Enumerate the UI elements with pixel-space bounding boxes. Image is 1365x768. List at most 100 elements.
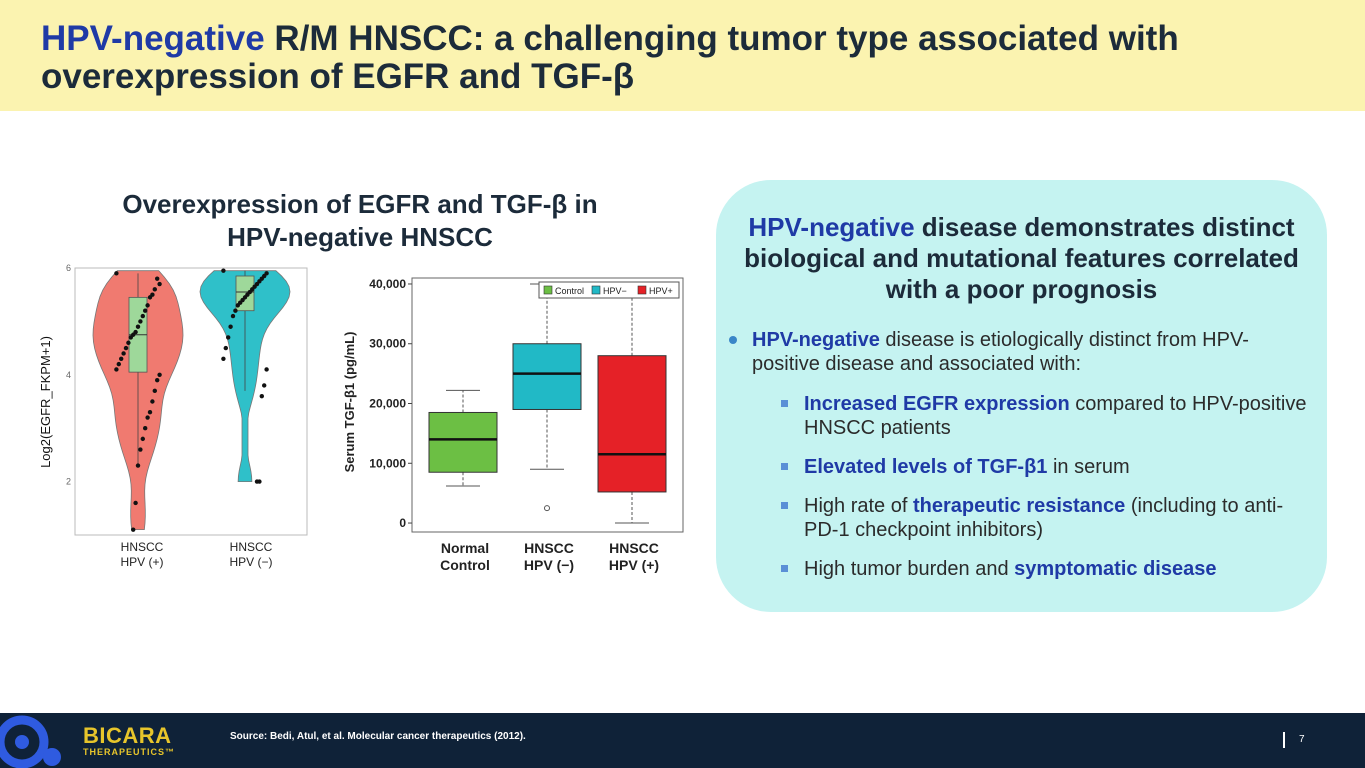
violin-data-point [221, 356, 226, 361]
violin-data-point [119, 356, 124, 361]
chart-heading-line1: Overexpression of EGFR and TGF-β in [122, 189, 598, 219]
legend-swatch [543, 285, 553, 295]
violin-data-point [140, 313, 145, 319]
violin-data-point [152, 388, 157, 394]
violin-data-point [157, 372, 162, 377]
sub-bullet-text: (including to anti-PD-1 checkpoint inhib… [804, 495, 1284, 541]
box-y-tick-label: 10,000 [369, 456, 406, 470]
violin-data-point [235, 303, 240, 308]
violin-data-point [152, 287, 157, 292]
panel-title-text: disease demonstrates distinct biological… [744, 212, 1299, 304]
square-bullet-icon [781, 565, 788, 572]
bicara-logo-icon [0, 715, 61, 768]
sub-bullet-burden: High tumor burden and symptomatic diseas… [781, 557, 1314, 581]
sub-bullet-highlight: Increased EGFR expression [804, 393, 1070, 415]
violin-data-point [226, 335, 231, 340]
source-citation: Source: Bedi, Atul, et al. Molecular can… [230, 731, 526, 742]
sub-bullet-prefix: High rate of [804, 495, 913, 517]
box-iqr [428, 411, 498, 473]
violin-x-tick-label: HNSCC [230, 540, 273, 554]
title-highlight: HPV-negative [41, 19, 265, 58]
bullet-dot-icon [729, 336, 737, 344]
violin-data-point [114, 367, 119, 372]
box-x-tick-label: HPV (−) [524, 557, 574, 573]
footer: BICARA THERAPEUTICS™ Source: Bedi, Atul,… [0, 713, 1365, 768]
violin-data-point [254, 479, 260, 484]
violin-data-point [138, 319, 143, 324]
legend-swatch [637, 285, 647, 295]
violin-data-point [228, 324, 233, 329]
violin-data-point [223, 345, 228, 351]
legend-label: Control [555, 286, 584, 296]
page-divider [1283, 732, 1285, 748]
violin-data-point [128, 335, 133, 340]
violin-data-point [147, 295, 153, 300]
box-x-tick-label: HNSCC [524, 540, 574, 556]
violin-x-tick-label: HPV (−) [229, 555, 272, 569]
violin-x-tick-label: HPV (+) [120, 555, 163, 569]
page-title: HPV-negative R/M HNSCC: a challenging tu… [41, 20, 1331, 96]
box-y-tick-label: 40,000 [369, 277, 406, 291]
main-bullet-highlight: HPV-negative [752, 329, 880, 351]
info-panel: HPV-negative disease demonstrates distin… [716, 180, 1327, 612]
violin-data-point [262, 383, 267, 388]
brand-subtitle: THERAPEUTICS™ [83, 747, 176, 757]
box-y-tick-label: 0 [399, 516, 406, 530]
box-outlier-point [544, 505, 550, 512]
violin-data-point [140, 436, 145, 442]
chart-heading-line2: HPV-negative HNSCC [227, 222, 493, 252]
violin-data-point [145, 303, 150, 308]
sub-bullet-highlight: therapeutic resistance [912, 495, 1126, 517]
sub-bullet-tgfb: Elevated levels of TGF-β1 in serum [781, 455, 1314, 479]
violin-data-point [116, 361, 122, 367]
main-bullet-text: disease is etiologically distinct from H… [752, 329, 1249, 375]
chart-heading: Overexpression of EGFR and TGF-β in HPV-… [70, 188, 650, 254]
sub-bullet-egfr: Increased EGFR expression compared to HP… [781, 392, 1314, 440]
panel-title-highlight: HPV-negative [748, 212, 915, 242]
violin-data-point [131, 527, 136, 532]
legend-label: HPV+ [649, 286, 673, 296]
box-x-tick-label: Normal [441, 540, 489, 556]
violin-data-point [143, 426, 148, 431]
violin-data-point [126, 340, 131, 345]
violin-data-point [155, 276, 160, 281]
violin-data-point [114, 271, 119, 276]
violin-data-point [150, 399, 155, 404]
square-bullet-icon [781, 502, 788, 509]
violin-data-point [138, 447, 143, 452]
violin-y-tick-label: 6 [66, 263, 71, 273]
violin-data-point [143, 308, 148, 313]
violin-data-point [135, 463, 141, 468]
violin-y-axis-label: Log2(EGFR_FKPM+1) [38, 336, 53, 468]
violin-data-point [157, 281, 162, 287]
violin-data-point [233, 308, 238, 313]
brand-name: BICARA [83, 723, 172, 748]
violin-data-point [147, 409, 153, 415]
sub-bullet-text: in serum [1047, 456, 1130, 478]
violin-data-point [264, 367, 269, 372]
box-iqr [512, 343, 582, 410]
box-y-tick-label: 30,000 [369, 337, 406, 351]
violin-data-point [123, 345, 129, 351]
box-y-axis-label: Serum TGF-β1 (pg/mL) [342, 332, 357, 473]
legend-label: HPV− [603, 286, 627, 296]
square-bullet-icon [781, 463, 788, 470]
sub-bullet-text: compared to HPV-positive HNSCC patients [804, 393, 1307, 439]
title-text: R/M HNSCC: a challenging tumor type asso… [41, 19, 1179, 96]
violin-data-point [259, 393, 264, 399]
sub-bullet-prefix: High tumor burden and [804, 558, 1015, 580]
box-iqr [597, 355, 667, 493]
sub-bullet-highlight: symptomatic disease [1014, 558, 1217, 580]
box-x-tick-label: HPV (+) [609, 557, 659, 573]
violin-y-tick-label: 2 [66, 477, 71, 487]
violin-x-tick-label: HNSCC [121, 540, 164, 554]
box-y-tick-label: 20,000 [369, 397, 406, 411]
violin-y-tick-label: 4 [66, 370, 71, 380]
box-x-tick-label: Control [440, 557, 490, 573]
legend-swatch [591, 285, 601, 295]
violin-data-point [145, 415, 150, 420]
sub-bullet-highlight: Elevated levels of TGF-β1 [804, 456, 1048, 478]
main-bullet: HPV-negative disease is etiologically di… [729, 328, 1292, 376]
title-banner: HPV-negative R/M HNSCC: a challenging tu… [0, 0, 1365, 111]
